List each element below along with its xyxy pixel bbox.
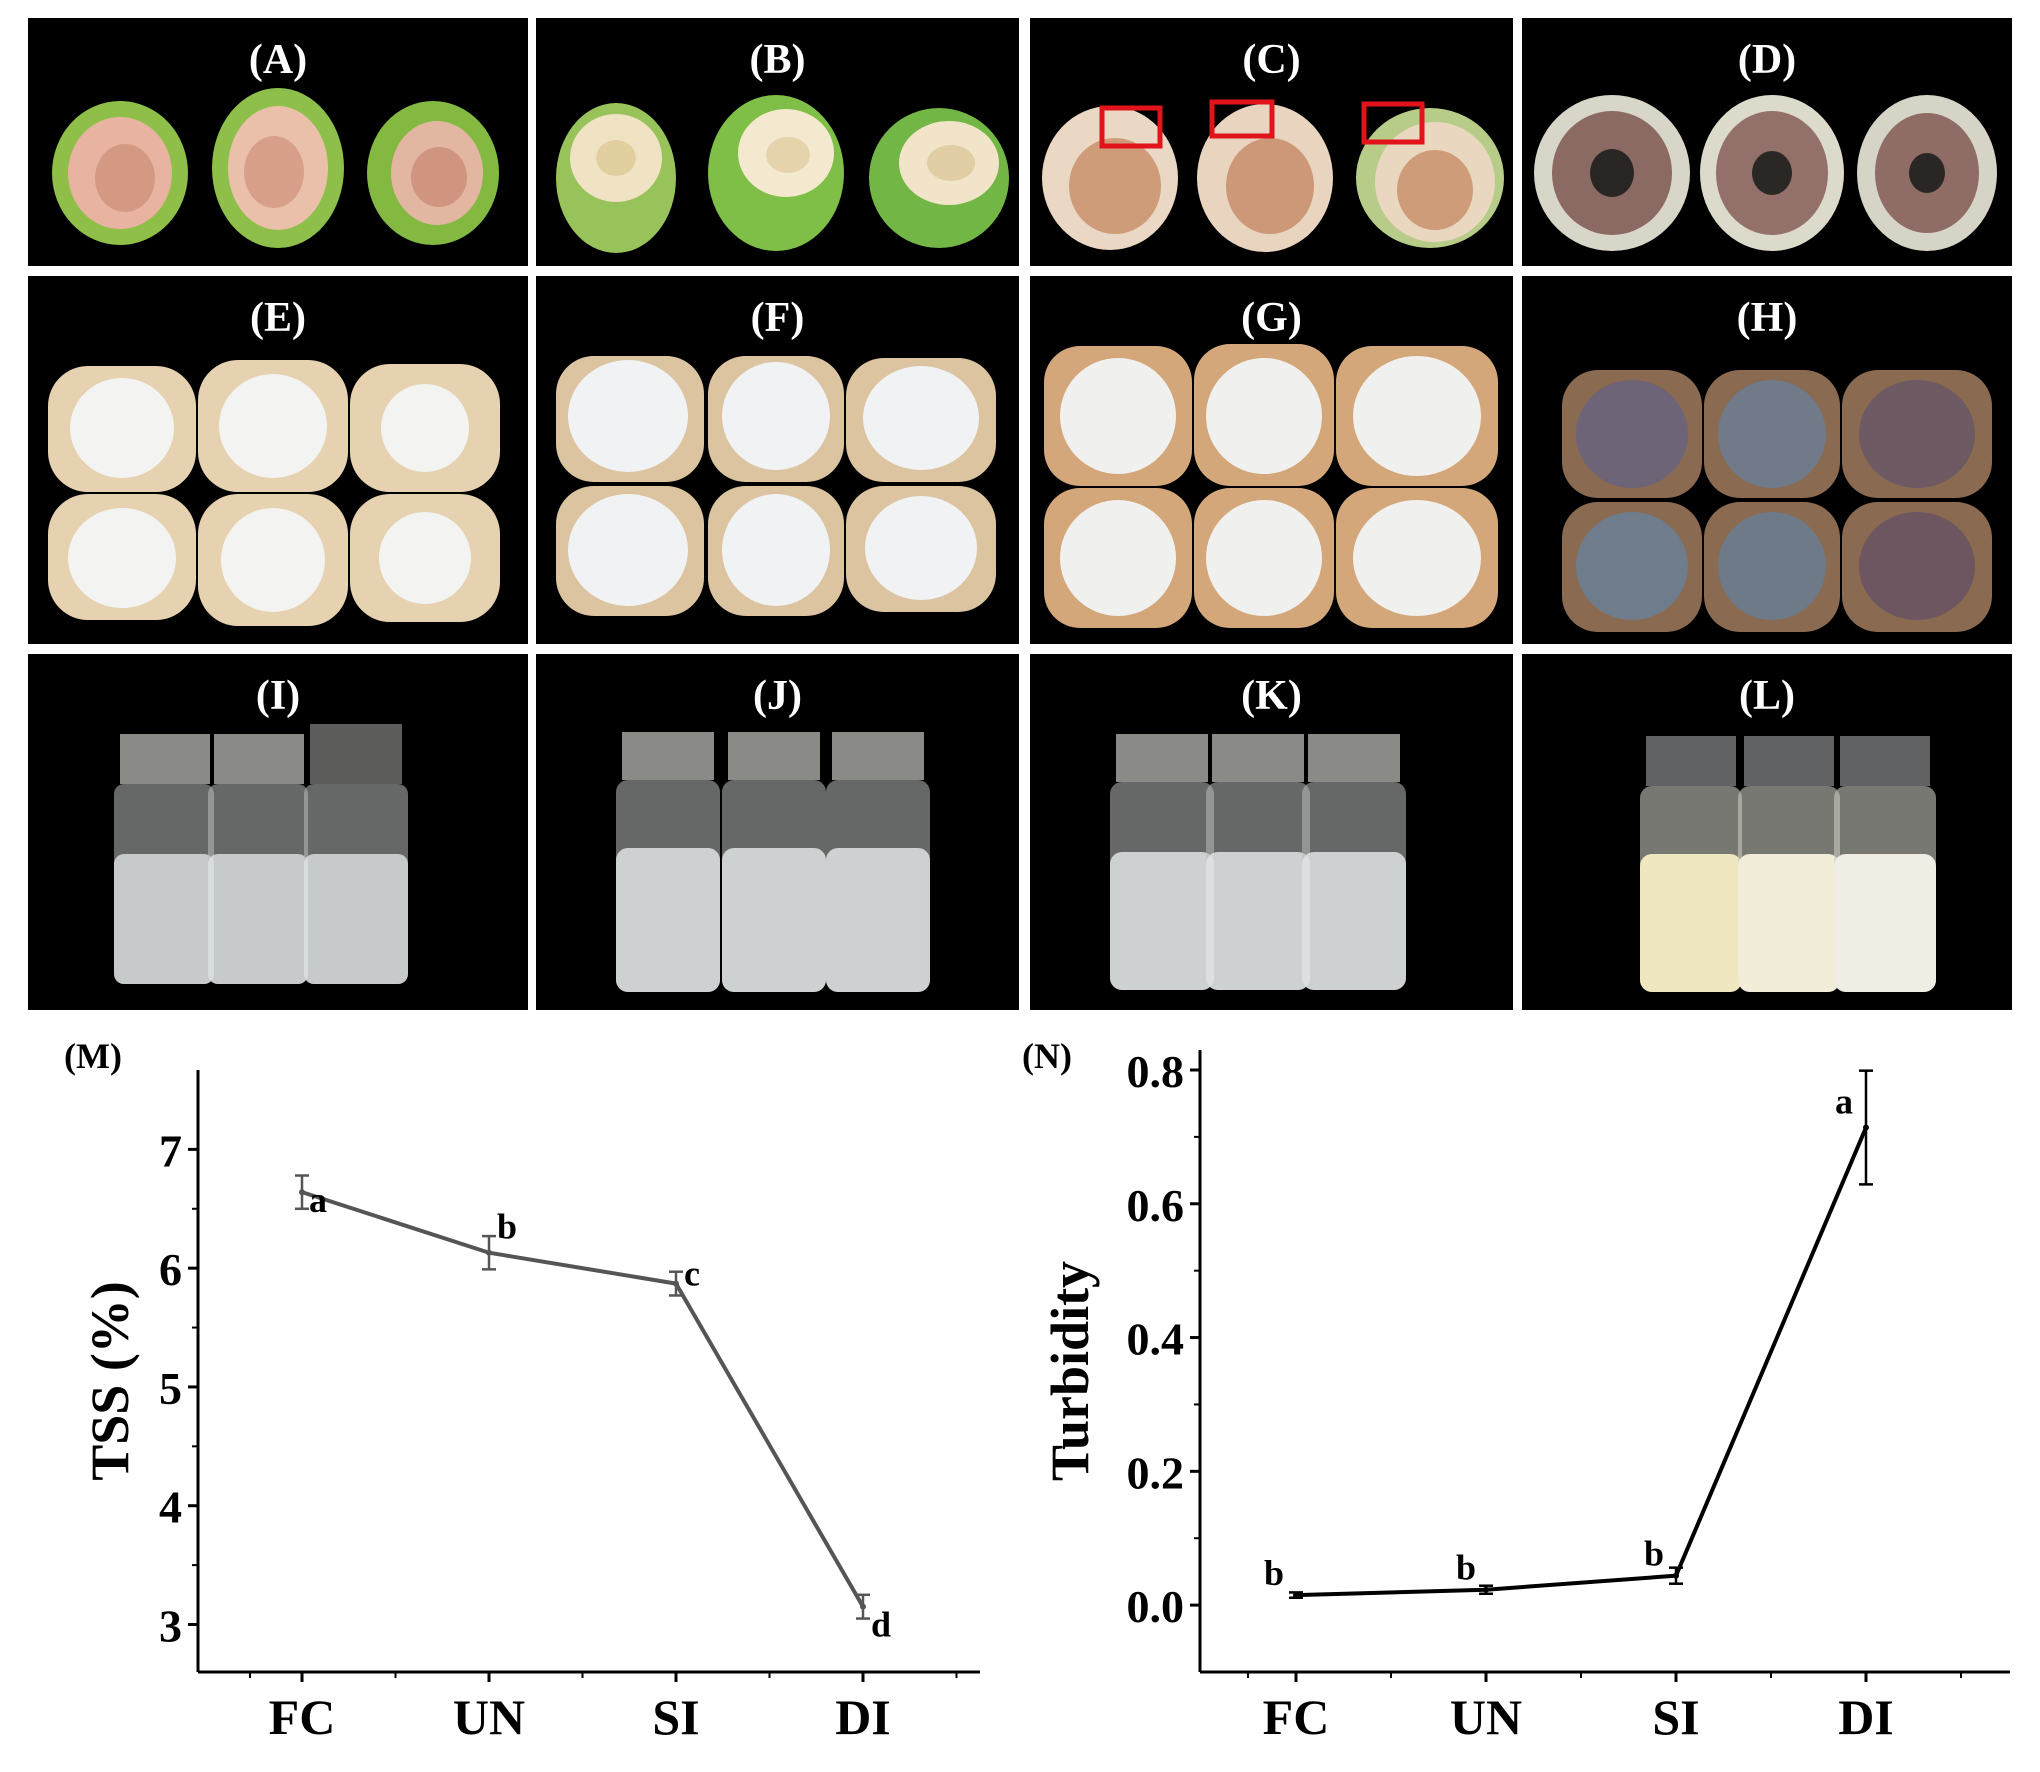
y-tick-label: 0.4 (1127, 1314, 1185, 1365)
data-point (860, 1603, 866, 1610)
photo-panel-b: (B) (536, 18, 1019, 266)
significance-letter: b (1644, 1534, 1664, 1574)
opened-coconut-photo (1044, 344, 1498, 628)
panel-label-d: (D) (1737, 37, 1797, 83)
x-tick-label: UN (1450, 1689, 1522, 1745)
panel-label-i: (I) (255, 673, 301, 719)
significance-letter: c (684, 1254, 700, 1294)
panel-label-b: (B) (749, 37, 806, 83)
coconut-top-photo (1042, 99, 1504, 252)
photo-panel-a: (A) (28, 18, 528, 266)
y-tick-label: 0.8 (1127, 1046, 1185, 1097)
series-line (301, 1190, 865, 1608)
panel-label-e: (E) (250, 295, 306, 341)
y-axis-title: TSS (%) (80, 1281, 140, 1481)
photo-panel-l: (L) (1522, 654, 2012, 1010)
photo-panel-c: (C) (1030, 18, 1513, 266)
significance-letter: a (1835, 1082, 1853, 1122)
coconut-top-photo (1534, 95, 1997, 251)
coconut-water-vials-photo (1110, 734, 1406, 990)
x-tick-label: SI (652, 1689, 699, 1745)
significance-letter: b (1264, 1553, 1284, 1593)
coconut-top-photo (52, 88, 499, 248)
photo-panel-j: (J) (536, 654, 1019, 1010)
photo-panel-f: (F) (536, 276, 1019, 644)
y-tick-label: 0.2 (1127, 1447, 1185, 1498)
coconut-water-vials-photo (616, 732, 930, 992)
panel-label-g: (G) (1241, 295, 1302, 341)
y-tick-label: 6 (159, 1244, 182, 1295)
panel-label-a: (A) (248, 37, 308, 83)
coconut-top-photo (556, 95, 1009, 253)
panel-label-c: (C) (1242, 37, 1301, 83)
x-tick-label: DI (835, 1689, 891, 1745)
panel-label-h: (H) (1736, 295, 1798, 341)
panel-label-j: (J) (753, 673, 802, 719)
data-point (299, 1189, 305, 1196)
highlight-box (1361, 101, 1425, 145)
highlight-box (1099, 105, 1163, 149)
data-point (1863, 1124, 1869, 1131)
tss-line-chart: 3 4 5 6 7 FC UN SI DI TSS (%) (M) a b c d (64, 1036, 980, 1745)
turbidity-line-chart: 0.0 0.2 0.4 0.6 0.8 FC UN SI DI Turbidity (N) b b b a (1022, 1036, 2010, 1745)
series-line (1295, 1126, 1868, 1598)
significance-letter: b (497, 1207, 517, 1247)
significance-letter: a (309, 1180, 327, 1220)
photo-panel-d: (D) (1522, 18, 2012, 266)
photo-panel-g: (G) (1030, 276, 1513, 644)
panel-label-k: (K) (1241, 673, 1302, 719)
y-tick-label: 4 (159, 1482, 182, 1533)
x-tick-label: DI (1838, 1689, 1894, 1745)
photo-panel-e: (E) (28, 276, 528, 644)
y-tick-label: 7 (159, 1125, 182, 1176)
x-tick-label: UN (453, 1689, 525, 1745)
significance-letter: b (1456, 1548, 1476, 1588)
panel-label-l: (L) (1739, 673, 1795, 719)
panel-label: (N) (1022, 1036, 1072, 1076)
data-point (673, 1280, 679, 1287)
x-tick-label: FC (269, 1689, 336, 1745)
data-point (1293, 1592, 1299, 1599)
coconut-water-vials-photo (1640, 736, 1936, 992)
photo-panel-k: (K) (1030, 654, 1513, 1010)
y-tick-label: 5 (159, 1363, 182, 1414)
y-tick-label: 0.6 (1127, 1180, 1185, 1231)
data-point (1483, 1586, 1489, 1593)
data-point (486, 1249, 492, 1256)
photo-panel-i: (I) (28, 654, 528, 1010)
opened-coconut-photo (48, 360, 500, 626)
coconut-water-vials-photo (114, 724, 408, 984)
panel-label: (M) (64, 1036, 122, 1076)
panel-label-f: (F) (750, 295, 805, 341)
x-tick-label: FC (1263, 1689, 1330, 1745)
y-tick-label: 0.0 (1127, 1581, 1185, 1632)
data-point (1673, 1572, 1679, 1579)
x-tick-label: SI (1652, 1689, 1699, 1745)
photo-panel-h: (H) (1522, 276, 2012, 644)
y-tick-label: 3 (159, 1600, 182, 1651)
highlight-box (1209, 99, 1275, 139)
significance-letter: d (871, 1605, 891, 1645)
opened-coconut-photo (556, 356, 996, 616)
y-axis-title: Turbidity (1040, 1261, 1100, 1481)
opened-coconut-photo (1562, 370, 1992, 632)
